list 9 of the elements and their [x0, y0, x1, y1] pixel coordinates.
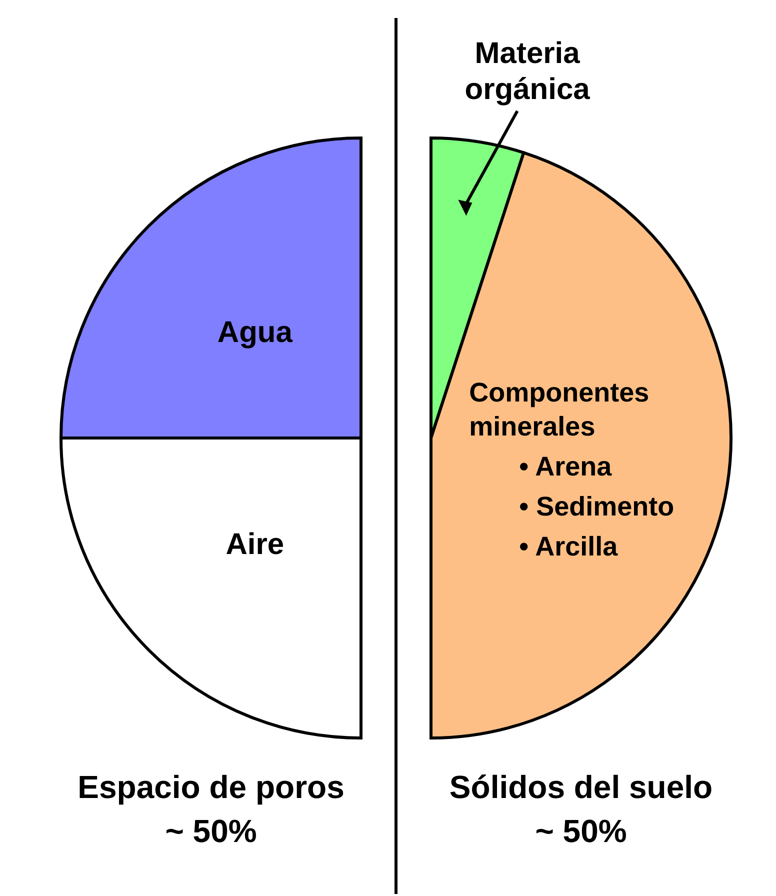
text: Espacio de poros ~ 50% [78, 769, 344, 849]
slice-label: Agua [217, 316, 293, 349]
slice-label: Materia orgánica [464, 37, 590, 106]
text: • Arena [519, 451, 613, 482]
text: • Arcilla [519, 531, 619, 562]
slice-label: Componentes minerales [469, 377, 650, 442]
text: • Sedimento [519, 491, 674, 522]
slice-label: Aire [226, 528, 284, 562]
text: Sólidos del suelo ~ 50% [449, 769, 713, 849]
